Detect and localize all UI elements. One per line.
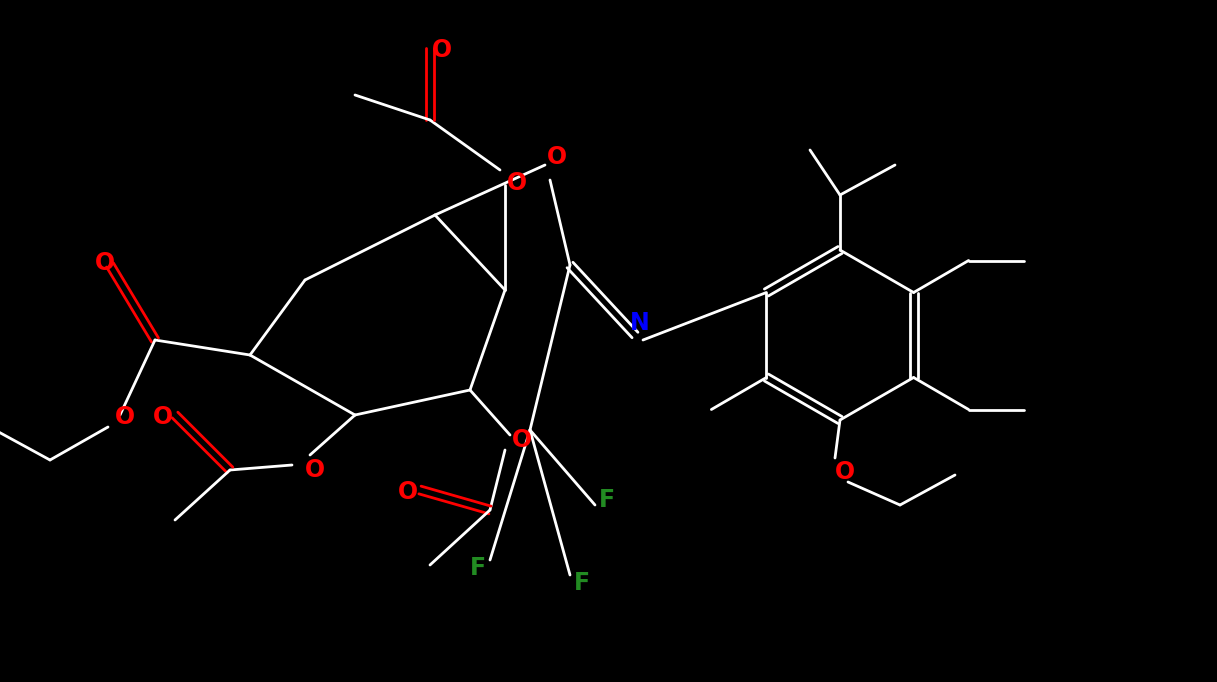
Text: F: F [574, 571, 590, 595]
Text: O: O [546, 145, 567, 169]
Text: O: O [432, 38, 452, 62]
Text: F: F [599, 488, 615, 512]
Text: O: O [398, 480, 419, 504]
Text: O: O [114, 405, 135, 429]
Text: O: O [305, 458, 325, 482]
Text: N: N [630, 311, 650, 335]
Text: O: O [835, 460, 856, 484]
Text: O: O [95, 251, 116, 275]
Text: F: F [470, 556, 486, 580]
Text: O: O [512, 428, 532, 452]
Text: O: O [153, 405, 173, 429]
Text: O: O [507, 171, 527, 195]
